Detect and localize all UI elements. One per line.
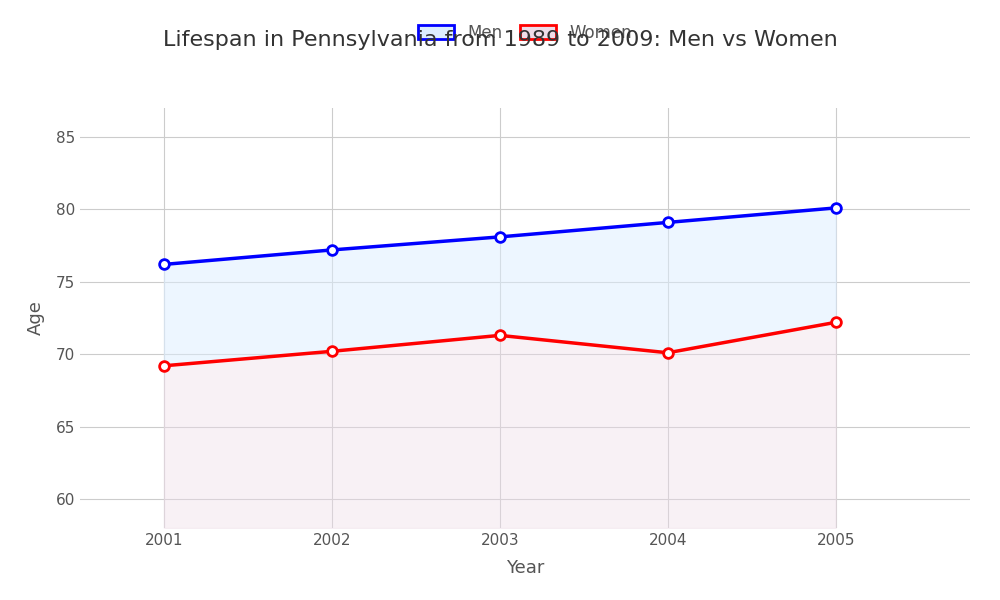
Legend: Men, Women: Men, Women [418,24,632,42]
Y-axis label: Age: Age [27,301,45,335]
Text: Lifespan in Pennsylvania from 1989 to 2009: Men vs Women: Lifespan in Pennsylvania from 1989 to 20… [163,30,837,50]
X-axis label: Year: Year [506,559,544,577]
